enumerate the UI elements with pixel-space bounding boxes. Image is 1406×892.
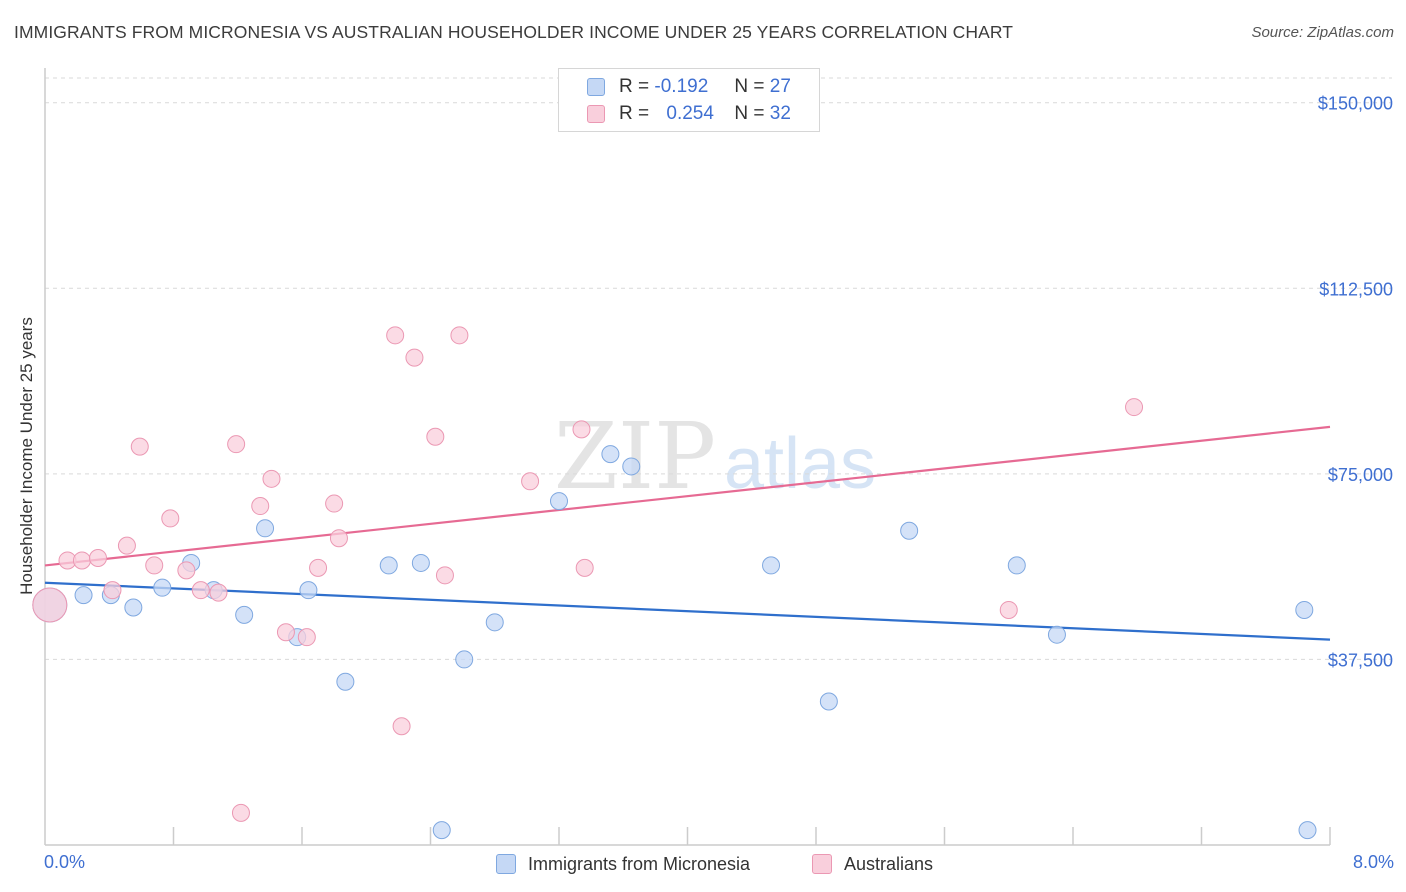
data-point-pink <box>450 326 469 345</box>
y-tick-label: $37,500 <box>1328 650 1393 670</box>
correlation-legend: R = -0.192 N = 27 R = 0.254 N = 32 <box>558 68 820 132</box>
data-point-pink <box>426 427 445 446</box>
y-tick-label: $75,000 <box>1328 465 1393 485</box>
data-point-blue <box>74 586 93 605</box>
data-point-pink <box>405 348 424 367</box>
data-point-pink <box>325 494 344 513</box>
data-point-blue <box>235 605 254 624</box>
legend-n-label: N = <box>734 103 765 124</box>
data-point-blue <box>1047 625 1066 644</box>
x-tick-label-max: 8.0% <box>1352 852 1394 872</box>
data-point-blue <box>256 519 275 538</box>
data-point-blue <box>299 581 318 600</box>
data-point-pink <box>32 587 68 623</box>
data-point-pink <box>276 623 295 642</box>
bottom-legend-micronesia: Immigrants from Micronesia <box>496 851 750 877</box>
trend-line-pink <box>44 425 1331 567</box>
source-credit: Source: ZipAtlas.com <box>1251 24 1394 41</box>
data-point-blue <box>762 556 781 575</box>
watermark-atlas: atlas <box>724 424 876 504</box>
data-point-pink <box>130 437 149 456</box>
bottom-legend-australians: Australians <box>812 851 933 877</box>
y-tick-label: $112,500 <box>1319 279 1393 299</box>
y-tick-label: $150,000 <box>1318 94 1393 114</box>
data-point-blue <box>900 521 919 540</box>
data-point-pink <box>117 536 136 555</box>
data-point-blue <box>432 821 451 840</box>
data-point-pink <box>521 472 540 491</box>
legend-n-value: 27 <box>769 76 791 97</box>
trend-line-blue <box>44 581 1331 641</box>
data-point-pink <box>392 717 411 736</box>
bottom-legend-label: Australians <box>844 853 934 874</box>
x-tick-label-min: 0.0% <box>44 852 86 872</box>
data-point-pink <box>386 326 405 345</box>
data-point-pink <box>309 558 328 577</box>
data-point-pink <box>227 435 246 454</box>
data-point-pink <box>329 529 348 548</box>
data-point-pink <box>191 581 210 600</box>
legend-swatch-blue <box>587 78 605 96</box>
legend-row-australians: R = 0.254 N = 32 <box>587 101 791 127</box>
data-point-pink <box>209 583 228 602</box>
data-point-blue <box>124 598 143 617</box>
data-point-pink <box>231 803 250 822</box>
legend-r-value: -0.192 <box>654 76 709 97</box>
legend-swatch-pink <box>587 105 605 123</box>
data-point-blue <box>601 445 620 464</box>
data-point-pink <box>575 558 594 577</box>
data-point-blue <box>485 613 504 632</box>
legend-r-label: R = <box>619 103 650 124</box>
legend-r-label: R = <box>619 76 650 97</box>
watermark-zip: ZIP <box>554 403 716 510</box>
data-point-blue <box>1007 556 1026 575</box>
data-point-blue <box>455 650 474 669</box>
data-point-pink <box>297 628 316 647</box>
data-point-blue <box>622 457 641 476</box>
data-point-blue <box>336 672 355 691</box>
data-point-pink <box>572 420 591 439</box>
data-point-pink <box>262 469 281 488</box>
data-point-blue <box>1295 600 1314 619</box>
data-point-pink <box>999 600 1018 619</box>
legend-r-value: 0.254 <box>666 103 714 124</box>
data-point-pink <box>89 548 108 567</box>
data-point-pink <box>1125 398 1144 417</box>
data-point-pink <box>251 497 270 516</box>
legend-row-micronesia: R = -0.192 N = 27 <box>587 74 791 100</box>
data-point-blue <box>1298 821 1317 840</box>
legend-n-value: 32 <box>769 103 791 124</box>
data-point-pink <box>103 581 122 600</box>
bottom-legend-swatch-pink <box>812 854 832 874</box>
bottom-legend-label: Immigrants from Micronesia <box>528 853 751 874</box>
bottom-legend-swatch-blue <box>496 854 516 874</box>
data-point-blue <box>550 492 568 511</box>
data-point-pink <box>72 551 91 570</box>
data-point-pink <box>161 509 180 528</box>
legend-n-label: N = <box>734 76 765 97</box>
chart-title: IMMIGRANTS FROM MICRONESIA VS AUSTRALIAN… <box>14 22 1014 42</box>
data-point-blue <box>379 556 398 575</box>
data-point-blue <box>819 692 838 711</box>
data-point-pink <box>435 566 454 585</box>
data-point-blue <box>411 553 430 572</box>
data-point-blue <box>153 578 172 597</box>
data-point-pink <box>145 556 164 575</box>
y-axis-label: Householder Income Under 25 years <box>17 317 36 595</box>
data-point-pink <box>177 561 196 580</box>
